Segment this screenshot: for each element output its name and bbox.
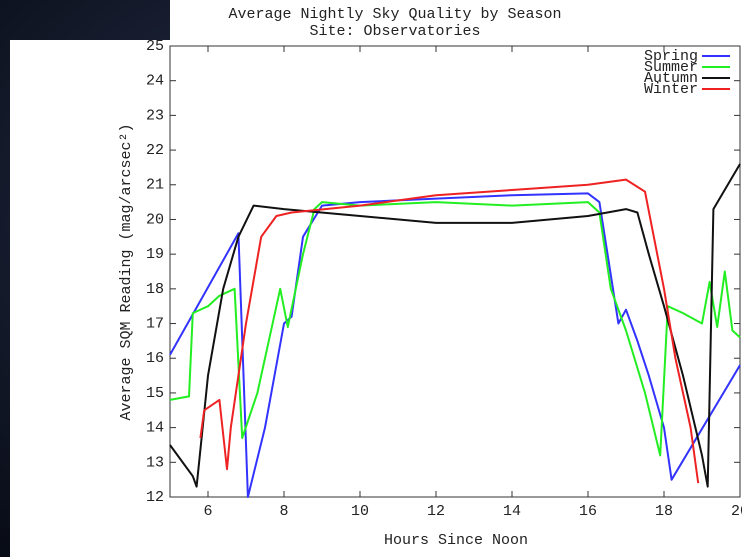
y-tick-label: 23 — [146, 107, 164, 124]
y-tick-label: 21 — [146, 177, 164, 194]
plot-frame — [169, 45, 741, 498]
legend-label: Spring — [644, 48, 698, 65]
x-tick-label: 8 — [279, 503, 288, 520]
y-tick-label: 24 — [146, 73, 164, 90]
y-tick-label: 19 — [146, 246, 164, 263]
legend-label: Winter — [644, 81, 698, 98]
title-band — [170, 0, 742, 40]
x-tick-label: 20 — [731, 503, 742, 520]
x-axis-label: Hours Since Noon — [384, 532, 528, 549]
x-tick-label: 14 — [503, 503, 521, 520]
chart-subtitle: Site: Observatories — [309, 23, 480, 40]
y-tick-label: 12 — [146, 489, 164, 506]
plot-canvas — [10, 40, 742, 557]
legend-label: Summer — [644, 59, 698, 76]
y-tick-label: 17 — [146, 316, 164, 333]
series-line — [169, 201, 741, 457]
series-line — [169, 163, 741, 488]
series-line — [169, 192, 741, 498]
y-tick-label: 18 — [146, 281, 164, 298]
y-tick-label: 13 — [146, 454, 164, 471]
y-tick-label: 20 — [146, 211, 164, 228]
x-tick-label: 10 — [351, 503, 369, 520]
y-axis-label: Average SQM Reading (mag/arcsec²) — [118, 123, 135, 420]
y-tick-label: 16 — [146, 350, 164, 367]
x-tick-label: 12 — [427, 503, 445, 520]
chart-title: Average Nightly Sky Quality by Season — [228, 6, 561, 23]
y-tick-label: 22 — [146, 142, 164, 159]
y-tick-label: 25 — [146, 38, 164, 55]
y-tick-label: 15 — [146, 385, 164, 402]
x-tick-label: 18 — [655, 503, 673, 520]
x-tick-label: 6 — [203, 503, 212, 520]
x-tick-label: 16 — [579, 503, 597, 520]
legend-label: Autumn — [644, 70, 698, 87]
series-line — [199, 178, 700, 484]
y-tick-label: 14 — [146, 420, 164, 437]
